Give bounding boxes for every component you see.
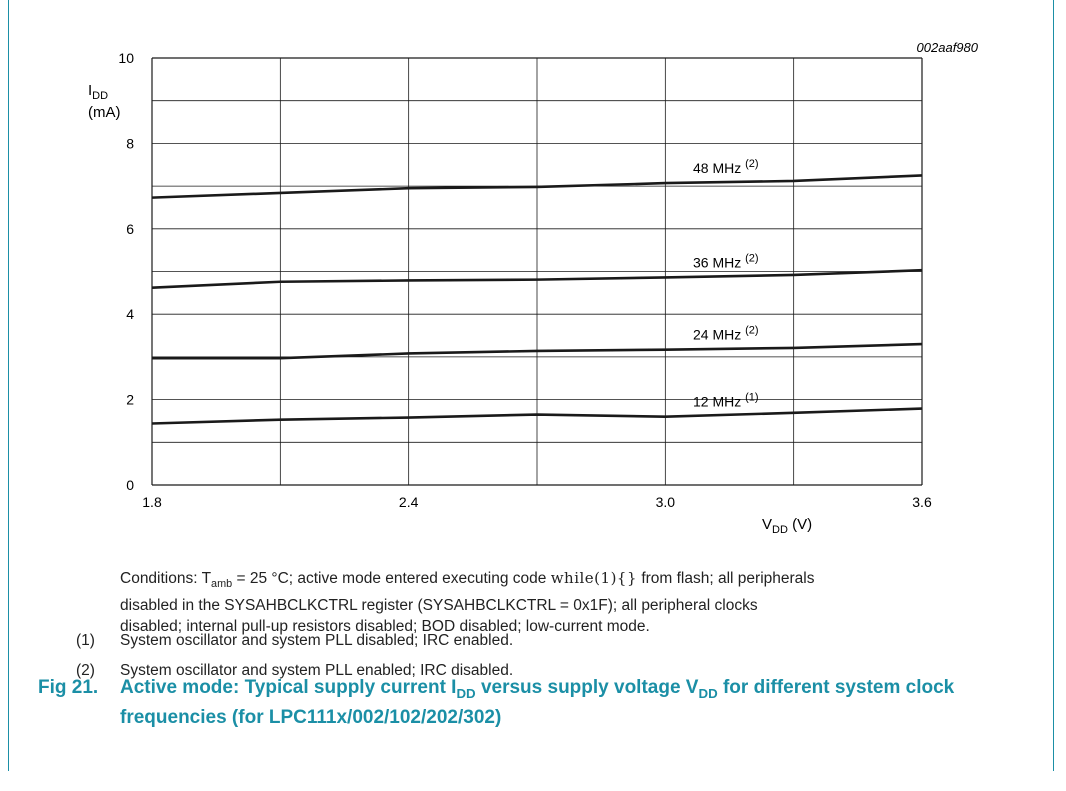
series-label: 24 MHz (2): [693, 325, 759, 343]
x-tick-label: 2.4: [399, 494, 419, 510]
y-axis-unit: (mA): [88, 104, 121, 121]
horizontal-gridlines: [152, 57, 922, 486]
series-label: 12 MHz (1): [693, 392, 759, 410]
y-tick-label: 2: [126, 392, 134, 408]
y-tick-label: 6: [126, 221, 134, 237]
series-label: 36 MHz (2): [693, 252, 759, 270]
series-labels: 48 MHz (2) 36 MHz (2) 24 MHz (2) 12 MHz (1): [693, 158, 759, 410]
note-1: (1) System oscillator and system PLL disa…: [76, 632, 514, 649]
series-lines: [151, 174, 923, 425]
x-tick-label: 3.0: [656, 494, 676, 510]
series-label: 48 MHz (2): [693, 158, 759, 176]
figure-id: 002aaf980: [917, 40, 979, 55]
tick-labels: 1.8 2.4 3.0 3.6 0 2 4 6 8 10: [118, 50, 932, 510]
figure-frame: [8, 0, 1054, 771]
x-tick-label: 1.8: [142, 494, 162, 510]
figure-caption: Fig 21. Active mode: Typical supply curre…: [38, 677, 955, 728]
y-tick-label: 8: [126, 135, 134, 151]
series-line: [151, 268, 923, 290]
y-tick-label: 4: [126, 306, 134, 322]
y-tick-label: 10: [118, 50, 134, 66]
note-2: (2) System oscillator and system PLL enab…: [76, 662, 514, 679]
y-tick-label: 0: [126, 477, 134, 493]
chart: 1.8 2.4 3.0 3.6 0 2 4 6 8 10 48 MHz (2) 36 MHz (2)…: [88, 40, 979, 536]
x-axis-label: VDD (V): [762, 516, 812, 536]
series-line: [151, 407, 923, 425]
y-axis-label: IDD: [88, 82, 108, 102]
chart-conditions: Conditions: Tamb = 25 °C; active mode en…: [120, 569, 815, 636]
series-line: [151, 174, 923, 199]
series-line: [152, 342, 923, 360]
x-tick-label: 3.6: [912, 494, 932, 510]
